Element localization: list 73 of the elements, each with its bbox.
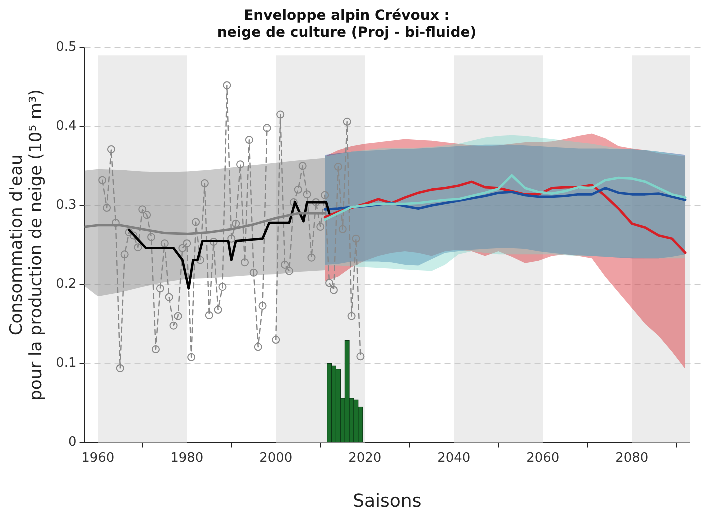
point [326, 279, 334, 288]
y-tick-label: 0.2 [56, 277, 77, 292]
point [298, 162, 307, 170]
point [192, 218, 200, 226]
point [125, 228, 134, 237]
chart-title: Enveloppe alpin Crévoux : neige de culture (Proj - bi-fluide) [217, 8, 477, 41]
point [156, 284, 164, 293]
point [356, 352, 365, 361]
x-tick-label: 1960 [82, 450, 115, 466]
point [160, 240, 169, 248]
point [120, 250, 129, 259]
x-tick-label: 2080 [616, 450, 649, 466]
point [254, 343, 262, 352]
point [134, 244, 142, 252]
point [285, 267, 294, 276]
point [232, 220, 240, 228]
point [116, 364, 124, 373]
y-tick-label: 0.4 [56, 119, 77, 134]
x-tick-label: 2000 [260, 450, 293, 466]
point [228, 234, 236, 243]
point [178, 244, 187, 252]
point [183, 240, 192, 248]
point [321, 191, 330, 200]
point [330, 286, 338, 294]
point [352, 234, 360, 243]
y-tick-label: 0.3 [56, 198, 77, 214]
point [188, 353, 196, 362]
point [276, 110, 285, 119]
point [138, 206, 147, 214]
point [250, 268, 258, 277]
point [303, 190, 312, 199]
point [103, 204, 112, 212]
y-tick-label: 0.5 [56, 40, 77, 55]
x-tick-label: 2060 [526, 450, 560, 466]
point [245, 136, 254, 144]
point [312, 198, 320, 207]
point [174, 312, 182, 320]
point [143, 211, 152, 220]
point [294, 186, 302, 194]
y-tick-label: 0.1 [56, 356, 77, 372]
point [316, 223, 325, 232]
point [112, 219, 120, 228]
point [223, 82, 232, 90]
point [210, 238, 218, 246]
point [263, 124, 272, 132]
x-tick-label: 1980 [170, 450, 204, 466]
point [343, 118, 352, 126]
point [290, 198, 298, 207]
y-axis-title: Consommation d'eau pour la production de neige (10⁵ m³) [7, 90, 47, 401]
point [148, 233, 156, 242]
point [218, 283, 227, 292]
point [348, 312, 356, 320]
point [272, 336, 280, 344]
point [281, 260, 290, 269]
point [236, 160, 245, 169]
point [338, 225, 347, 234]
point [240, 258, 249, 267]
point [308, 254, 316, 262]
point [107, 146, 116, 154]
y-tick-label: 0 [68, 435, 77, 450]
point [165, 293, 174, 302]
point [258, 302, 267, 310]
point [152, 346, 160, 354]
point [205, 312, 214, 320]
x-tick-label: 2020 [348, 450, 382, 466]
x-tick-label: 2040 [438, 450, 471, 466]
x-axis-title: Saisons [353, 490, 422, 512]
point [170, 322, 178, 330]
point [200, 180, 209, 188]
point [98, 176, 107, 184]
point [130, 232, 138, 240]
point [334, 162, 342, 171]
point [214, 306, 222, 314]
